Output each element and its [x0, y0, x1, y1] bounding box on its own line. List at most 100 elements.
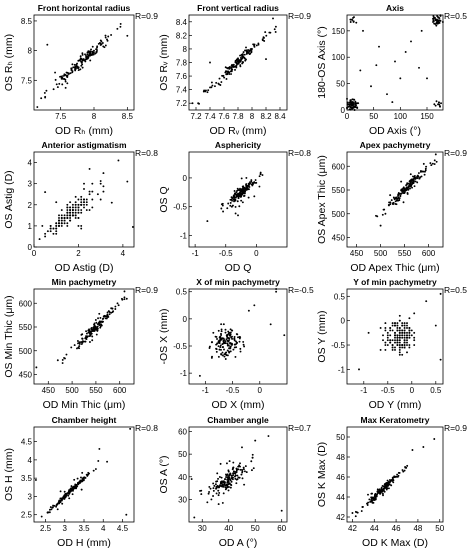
x-axis-label: OD K Max (D): [362, 537, 428, 549]
data-point: [66, 209, 69, 212]
data-point: [409, 187, 411, 190]
data-point: [227, 332, 230, 335]
data-point: [346, 97, 348, 100]
data-point: [221, 351, 224, 354]
data-point: [239, 59, 242, 61]
x-axis-label: OD Apex Thic (μm): [350, 262, 439, 274]
data-point: [251, 453, 254, 456]
data-point: [58, 82, 61, 85]
data-point: [230, 474, 233, 477]
data-point: [92, 469, 95, 472]
y-tick-label: 0: [341, 317, 346, 326]
data-point: [235, 340, 237, 343]
data-point: [86, 53, 89, 56]
data-point: [64, 496, 67, 498]
data-point: [90, 332, 93, 335]
data-point: [81, 66, 84, 69]
data-point: [243, 53, 246, 56]
x-tick-label: 550: [89, 386, 103, 395]
data-point: [386, 479, 389, 482]
data-point: [234, 198, 237, 201]
x-tick-label: 7.6: [218, 112, 230, 121]
data-point: [36, 106, 39, 108]
data-point: [371, 496, 374, 499]
y-tick-label: 44: [336, 493, 345, 502]
data-point: [218, 491, 221, 494]
data-point: [237, 61, 240, 64]
data-point: [67, 494, 70, 497]
y-axis-label: OS A (°): [158, 455, 170, 493]
data-point: [220, 207, 223, 210]
data-point: [60, 222, 63, 225]
data-point: [387, 484, 389, 487]
data-point: [55, 222, 58, 225]
data-point: [410, 183, 413, 186]
x-tick-label: 550: [398, 249, 412, 258]
data-point: [387, 487, 390, 490]
y-tick-label: 50: [178, 450, 187, 459]
data-point: [200, 493, 203, 496]
data-point: [245, 471, 248, 474]
data-point: [89, 50, 92, 53]
data-point: [261, 38, 264, 41]
data-point: [422, 162, 425, 165]
data-point: [252, 43, 255, 46]
data-point: [435, 160, 438, 163]
data-point: [239, 64, 242, 67]
data-point: [237, 214, 239, 217]
data-point: [226, 334, 229, 337]
data-point: [88, 329, 91, 332]
data-point: [245, 49, 248, 52]
y-tick-label: -1: [180, 369, 188, 378]
data-point: [237, 195, 239, 198]
data-point: [265, 34, 268, 37]
data-point: [198, 374, 201, 377]
data-point: [232, 474, 235, 477]
data-point: [218, 339, 221, 342]
data-point: [351, 512, 354, 514]
data-point: [49, 230, 52, 233]
data-point: [401, 324, 404, 327]
data-point: [375, 214, 377, 217]
data-point: [403, 329, 406, 332]
data-point: [203, 89, 206, 92]
data-point: [89, 331, 92, 334]
data-point: [396, 329, 399, 332]
data-point: [221, 202, 224, 205]
data-point: [439, 14, 442, 17]
data-point: [126, 34, 129, 37]
data-point: [49, 227, 52, 230]
data-point: [215, 343, 218, 346]
data-point: [89, 334, 92, 337]
data-point: [370, 85, 372, 88]
data-point: [48, 511, 51, 514]
x-tick-label: 3.5: [78, 524, 90, 533]
data-point: [216, 338, 218, 340]
data-point: [52, 232, 55, 235]
data-point: [412, 175, 414, 178]
data-point: [224, 484, 226, 487]
data-point: [411, 186, 413, 189]
data-point: [81, 63, 84, 66]
y-tick-label: 42: [336, 513, 345, 522]
data-point: [74, 217, 77, 219]
data-point: [227, 477, 230, 480]
data-point: [74, 211, 77, 214]
data-point: [99, 198, 102, 201]
data-point: [269, 323, 272, 326]
data-point: [221, 484, 224, 487]
data-point: [91, 190, 94, 193]
y-tick-label: 500: [19, 347, 33, 356]
x-tick-label: 7.2: [190, 112, 202, 121]
x-tick-label: 40: [224, 524, 233, 533]
data-point: [398, 471, 401, 474]
data-point: [71, 203, 74, 206]
data-point: [125, 513, 128, 516]
data-point: [222, 492, 225, 495]
data-point: [234, 355, 237, 358]
data-point: [105, 317, 108, 320]
y-tick-label: 7.6: [176, 72, 188, 81]
data-point: [106, 39, 109, 42]
data-point: [85, 201, 88, 204]
data-point: [72, 486, 75, 489]
